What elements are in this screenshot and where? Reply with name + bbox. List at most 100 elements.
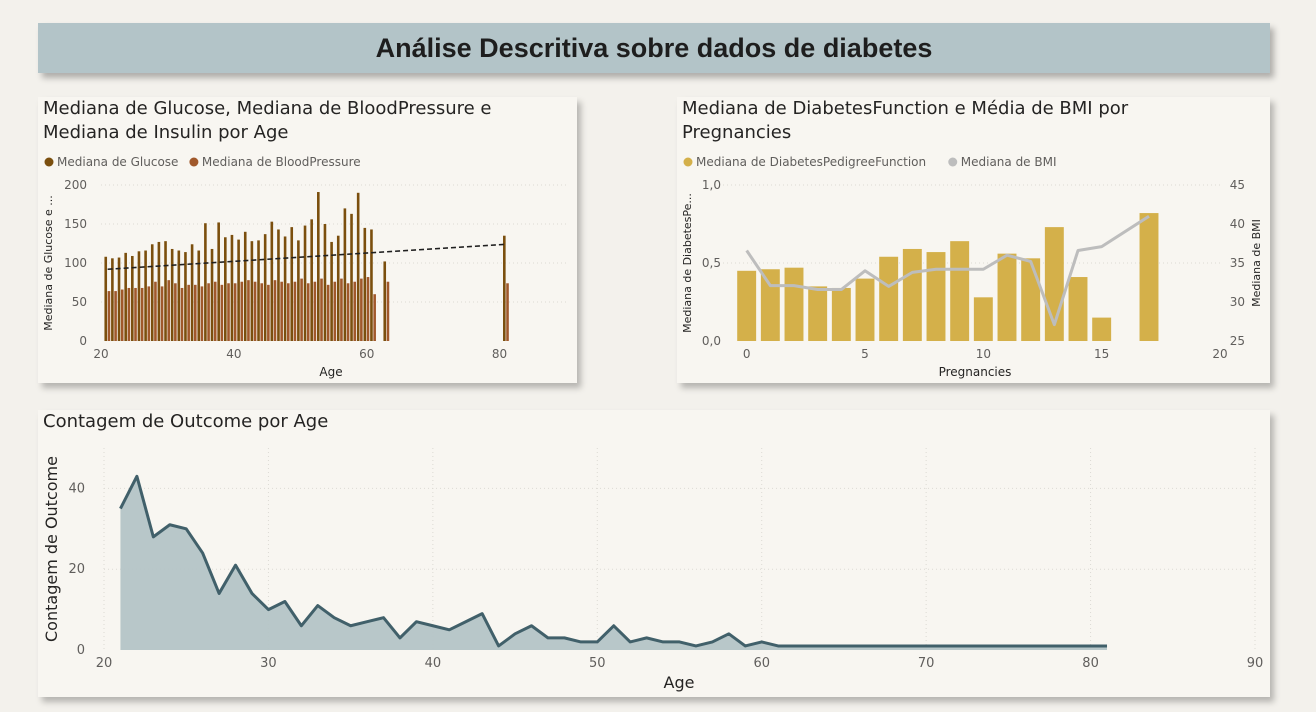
bar <box>760 269 780 341</box>
legend-marker <box>683 157 693 167</box>
bar <box>1092 317 1112 341</box>
area-fill <box>120 476 1108 650</box>
chart-title-line: Mediana de Insulin por Age <box>43 122 289 143</box>
bar <box>350 213 353 341</box>
y-tick-label: 100 <box>64 256 87 270</box>
bar <box>154 281 157 341</box>
bar <box>137 251 141 341</box>
y2-axis-label: Mediana de BMI <box>1250 219 1263 307</box>
chart-title: Mediana de Glucose, Mediana de BloodPres… <box>43 97 492 145</box>
glucose-chart-card: Mediana de Glucose, Mediana de BloodPres… <box>38 97 577 383</box>
x-tick-label: 90 <box>1247 656 1264 671</box>
chart-title: Mediana de DiabetesFunction e Média de B… <box>682 97 1128 145</box>
x-tick-label: 50 <box>589 656 606 671</box>
bar <box>1021 258 1041 341</box>
chart-title: Contagem de Outcome por Age <box>43 410 328 434</box>
bar <box>111 258 114 341</box>
bar <box>737 270 757 341</box>
x-tick-label: 80 <box>492 347 507 361</box>
bar <box>370 229 373 341</box>
y-tick-label: 0,0 <box>702 334 721 348</box>
bar <box>973 297 993 341</box>
bar <box>217 222 220 341</box>
legend-label: Mediana de Glucose <box>57 155 178 169</box>
bar <box>134 287 137 341</box>
bar <box>280 281 283 341</box>
y2-tick-label: 40 <box>1230 217 1245 231</box>
pedigree-chart[interactable]: Mediana de DiabetesPedigreeFunction Media… <box>677 97 1270 383</box>
bar <box>1068 277 1088 341</box>
legend-marker <box>189 157 199 167</box>
bar <box>224 237 227 341</box>
bar <box>104 256 108 341</box>
bar <box>293 281 297 341</box>
bar <box>273 280 277 341</box>
bar <box>503 235 506 341</box>
bar <box>277 229 280 341</box>
x-tick-label: 60 <box>359 347 374 361</box>
bar <box>310 219 313 341</box>
bar <box>330 241 333 341</box>
bar <box>167 280 171 341</box>
legend-marker <box>44 157 54 167</box>
bar <box>360 278 363 341</box>
x-tick-label: 15 <box>1094 347 1109 361</box>
bar <box>237 239 240 341</box>
y-tick-label: 0 <box>77 643 85 658</box>
bar <box>213 281 217 341</box>
bar <box>197 250 201 341</box>
bar <box>250 241 254 341</box>
bar <box>313 281 317 341</box>
glucose-chart[interactable]: Mediana de Glucose Mediana de BloodPressu… <box>38 97 577 383</box>
bar <box>243 231 247 341</box>
chart-title-line: Mediana de Glucose, Mediana de BloodPres… <box>43 98 492 119</box>
bar <box>187 284 190 341</box>
bar <box>506 283 509 341</box>
bar <box>353 281 357 341</box>
bar <box>184 252 187 341</box>
legend-label: Mediana de DiabetesPedigreeFunction <box>696 155 926 169</box>
bar <box>131 255 134 341</box>
y-tick-label: 0,5 <box>702 256 721 270</box>
x-tick-label: 20 <box>96 656 113 671</box>
chart-title-line: Mediana de DiabetesFunction e Média de B… <box>682 98 1129 119</box>
pedigree-chart-card: Mediana de DiabetesFunction e Média de B… <box>677 97 1270 383</box>
bar <box>127 287 131 341</box>
bmi-line <box>745 214 1150 327</box>
y-tick-label: 50 <box>72 295 87 309</box>
y2-tick-label: 30 <box>1230 295 1245 309</box>
bar <box>356 192 360 341</box>
bar <box>204 223 207 341</box>
bar <box>230 234 234 341</box>
x-tick-label: 5 <box>861 347 869 361</box>
bar <box>333 281 337 341</box>
x-tick-label: 70 <box>918 656 935 671</box>
bar <box>170 248 174 341</box>
outcome-chart[interactable]: 0 20 40 20 30 40 50 60 70 80 90 Age Contagem de Outc… <box>38 410 1270 697</box>
bar <box>194 284 197 341</box>
bar <box>263 234 267 341</box>
bar <box>373 294 376 341</box>
bar <box>157 241 161 341</box>
bar <box>207 283 210 341</box>
bar <box>290 227 294 341</box>
bar <box>190 244 194 341</box>
legend-label: Mediana de BloodPressure <box>202 155 361 169</box>
bar <box>879 256 899 341</box>
bar <box>120 289 124 341</box>
y2-tick-label: 45 <box>1230 178 1245 192</box>
bar <box>240 281 244 341</box>
dashboard-title: Análise Descritiva sobre dados de diabet… <box>375 32 933 63</box>
bar <box>784 267 804 341</box>
bar <box>107 291 111 341</box>
bar <box>124 252 127 341</box>
bar <box>270 221 274 341</box>
bar <box>247 280 250 341</box>
bar <box>855 278 875 341</box>
bar <box>306 283 310 341</box>
bar <box>210 248 214 341</box>
bar <box>340 278 343 341</box>
bar <box>926 252 946 341</box>
bar <box>366 277 370 341</box>
x-tick-label: 40 <box>226 347 241 361</box>
